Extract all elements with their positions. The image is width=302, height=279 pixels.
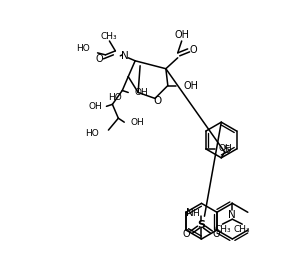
Text: N: N: [186, 208, 194, 218]
Text: HO: HO: [85, 129, 98, 138]
Text: O: O: [154, 96, 162, 106]
Text: O: O: [190, 45, 198, 55]
Text: OH: OH: [219, 145, 233, 153]
Text: N: N: [229, 210, 236, 220]
Text: S: S: [223, 145, 230, 155]
Text: O: O: [96, 54, 103, 64]
Text: S: S: [198, 220, 205, 230]
Text: CH₃: CH₃: [214, 225, 231, 234]
Text: N: N: [121, 51, 129, 61]
Text: OH: OH: [184, 81, 199, 91]
Text: CH₃: CH₃: [100, 32, 117, 40]
Text: CH₃: CH₃: [234, 225, 251, 234]
Text: H: H: [192, 209, 199, 218]
Text: HO: HO: [76, 44, 90, 53]
Text: OH: OH: [134, 88, 148, 97]
Text: OH: OH: [89, 102, 102, 111]
Text: O: O: [213, 229, 220, 239]
Text: OH: OH: [174, 30, 189, 40]
Text: OH: OH: [130, 118, 144, 127]
Text: HO: HO: [108, 93, 122, 102]
Text: O: O: [183, 229, 191, 239]
